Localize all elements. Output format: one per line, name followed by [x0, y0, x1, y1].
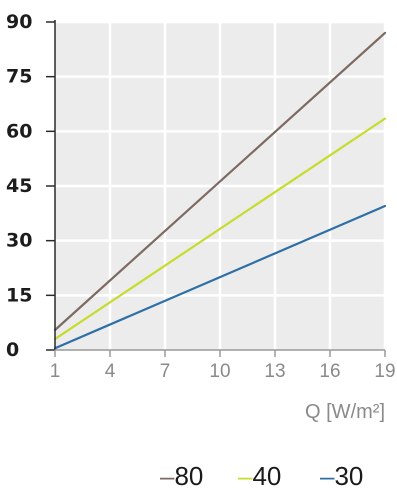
y-tick-label-6: 90 [6, 11, 32, 33]
series-line-30 [53, 204, 387, 350]
legend: –80 –40 –30 [160, 461, 363, 491]
x-tick-label-3: 10 [209, 361, 230, 382]
legend-item-80: –80 [160, 461, 203, 491]
legend-label-40: 40 [252, 461, 281, 491]
y-tick-label-1: 15 [6, 284, 32, 306]
x-tick-label-6: 19 [374, 361, 395, 382]
axes [46, 20, 386, 357]
legend-item-30: –30 [320, 461, 363, 491]
series-line-40 [53, 117, 387, 341]
y-tick-label-2: 30 [6, 230, 32, 252]
x-axis-label: Q [W/m²] [305, 401, 385, 423]
x-tick-label-5: 16 [319, 361, 340, 382]
x-tick-label-0: 1 [50, 361, 61, 382]
legend-label-80: 80 [174, 461, 203, 491]
x-tick-label-4: 13 [264, 361, 285, 382]
legend-dash-30: – [320, 461, 335, 491]
series-line-80 [53, 31, 387, 332]
y-tick-label-0: 0 [6, 339, 19, 361]
x-tick-label-2: 7 [160, 361, 171, 382]
x-tick-label-1: 4 [105, 361, 116, 382]
grid-lines [55, 20, 387, 350]
y-tick-label-5: 75 [6, 66, 32, 88]
y-tick-label-4: 60 [6, 120, 32, 142]
series-lines [53, 31, 387, 350]
legend-dash-40: – [238, 461, 253, 491]
legend-item-40: –40 [238, 461, 281, 491]
legend-label-30: 30 [334, 461, 363, 491]
legend-dash-80: – [160, 461, 175, 491]
y-tick-label-3: 45 [6, 175, 32, 197]
tick-labels: 0 15 30 45 60 75 90 1 4 7 10 13 16 19 [6, 11, 396, 382]
